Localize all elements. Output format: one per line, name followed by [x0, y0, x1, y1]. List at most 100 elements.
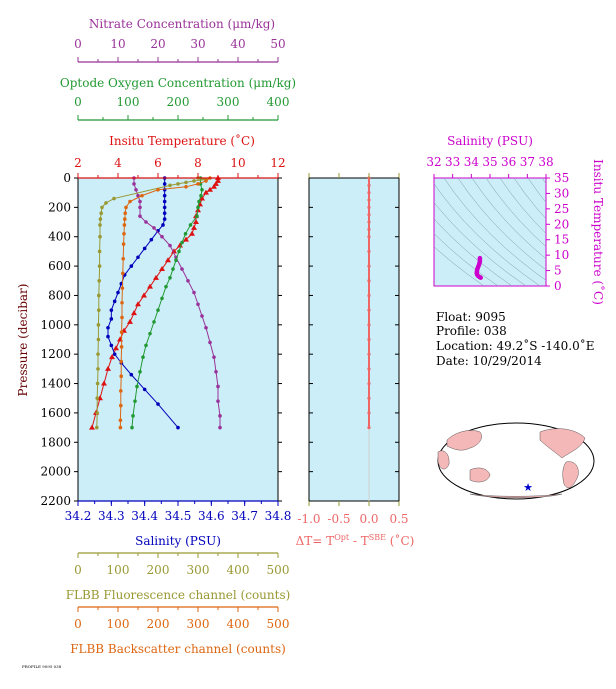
backscatter-point — [184, 185, 188, 189]
temperature-point — [203, 189, 209, 195]
delta-t-point — [367, 396, 371, 400]
pressure-tick-label: 1600 — [40, 406, 71, 420]
fluorescence-tick-label: 400 — [227, 563, 250, 577]
oxygen-point — [183, 231, 188, 236]
fluorescence-point — [184, 180, 188, 185]
float-location-marker: ★ — [523, 481, 533, 494]
fluorescence-point — [97, 249, 102, 254]
delta-t-point — [367, 367, 371, 371]
delta-t-point — [367, 337, 371, 342]
oxygen-point — [174, 258, 178, 263]
oxygen-point — [196, 205, 200, 210]
temperature-point — [183, 236, 189, 242]
density-contour — [434, 233, 499, 286]
oxygen-axis-label: Optode Oxygen Concentration (μm/kg) — [60, 76, 296, 90]
backscatter-tick-label: 0 — [74, 617, 82, 631]
ts-panel: Salinity (PSU) 32 33 34 35 36 37 3805101520253… — [426, 134, 606, 305]
temperature-point — [171, 248, 177, 254]
fluorescence-tick-label: 0 — [74, 563, 82, 577]
temperature-point — [105, 365, 111, 371]
nitrate-point — [152, 226, 156, 230]
ts-ytick-label: 35 — [554, 171, 569, 185]
backscatter-point — [119, 374, 123, 379]
temperature-point — [207, 186, 213, 192]
nitrate-point — [138, 205, 142, 210]
backscatter-point — [118, 418, 123, 423]
nitrate-tick-label: 50 — [270, 37, 285, 51]
delta-t-point — [367, 235, 371, 239]
density-contour — [434, 202, 527, 286]
delta-t-point — [367, 249, 371, 254]
ts-points-layer — [474, 255, 483, 280]
nitrate-point — [138, 214, 142, 218]
ts-xtick-label: 38 — [538, 155, 553, 169]
ts-ytick-label: 25 — [554, 202, 569, 216]
ts-xtick-label: 33 — [445, 155, 460, 169]
nitrate-point — [212, 355, 216, 359]
ts-ytick-label: 30 — [554, 186, 569, 200]
backscatter-point — [119, 330, 124, 334]
antarctica-landmass — [469, 493, 563, 498]
pressure-tick-label: 0 — [63, 171, 71, 185]
backscatter-point — [122, 231, 126, 236]
temperature-tick-label: 2 — [74, 156, 82, 170]
map-land — [437, 428, 586, 498]
oxygen-point — [177, 249, 181, 254]
salinity-point — [162, 182, 167, 186]
temperature-point — [109, 354, 115, 360]
nitrate-point — [138, 199, 142, 204]
nitrate-point — [216, 384, 220, 389]
delta-t-point — [367, 227, 371, 231]
nitrate-point — [186, 278, 190, 283]
density-contour — [499, 178, 546, 234]
delta-t-point — [367, 220, 371, 224]
salinity-point — [162, 205, 167, 210]
oxygen-point — [148, 331, 152, 336]
delta-t-point — [367, 411, 371, 415]
oxygen-tick-label: 300 — [217, 95, 240, 109]
oxygen-tick-label: 200 — [167, 95, 190, 109]
delta-t-tick-label: 0.0 — [359, 512, 378, 526]
temperature-tick-label: 10 — [230, 156, 245, 170]
temperature-tick-label: 4 — [114, 156, 122, 170]
nitrate-point — [160, 234, 164, 239]
fluorescence-point — [97, 308, 101, 312]
ts-xtick-label: 35 — [482, 155, 497, 169]
temperature-tick-label: 8 — [194, 156, 202, 170]
salinity-point — [112, 352, 117, 356]
nitrate-point — [218, 425, 222, 430]
salinity-point — [106, 334, 110, 339]
backscatter-point — [118, 425, 123, 430]
temperature-point — [159, 266, 165, 272]
pressure-ticks: 0 200 400 600 800 1000 1200 1400 1600 1800 2000 220… — [40, 171, 282, 508]
oxygen-point — [188, 223, 193, 227]
temperature-tick-label: 6 — [154, 156, 162, 170]
nitrate-point — [218, 414, 222, 418]
main-plot-background — [77, 177, 279, 502]
nitrate-tick-label: 20 — [150, 37, 165, 51]
backscatter-point — [140, 193, 144, 198]
fluorescence-point — [97, 293, 101, 298]
salinity-point — [162, 217, 167, 221]
oxygen-axis: 0 100 200 300 400 — [74, 95, 289, 121]
oxygen-point — [164, 284, 168, 289]
pressure-tick-label: 800 — [48, 288, 71, 302]
fluorescence-point — [95, 411, 99, 415]
salinity-point — [136, 255, 140, 260]
oxygen-point — [131, 414, 135, 418]
temperature-point — [165, 257, 171, 263]
delta-t-axis-label: ΔT= TOpt - TSBE (˚C) — [296, 533, 415, 548]
delta-t-tick-label: 0.5 — [389, 512, 408, 526]
backscatter-point — [119, 389, 123, 393]
ts-plot-background — [433, 177, 547, 287]
backscatter-point — [120, 286, 125, 290]
salinity-point — [109, 308, 114, 312]
salinity-point — [129, 372, 134, 377]
fluorescence-point — [98, 223, 102, 227]
nitrate-point — [214, 370, 218, 374]
oxygen-point — [197, 199, 201, 204]
salinity-point — [129, 264, 134, 268]
temperature-point — [215, 177, 221, 183]
density-contour — [434, 246, 485, 286]
nitrate-point — [200, 314, 204, 318]
